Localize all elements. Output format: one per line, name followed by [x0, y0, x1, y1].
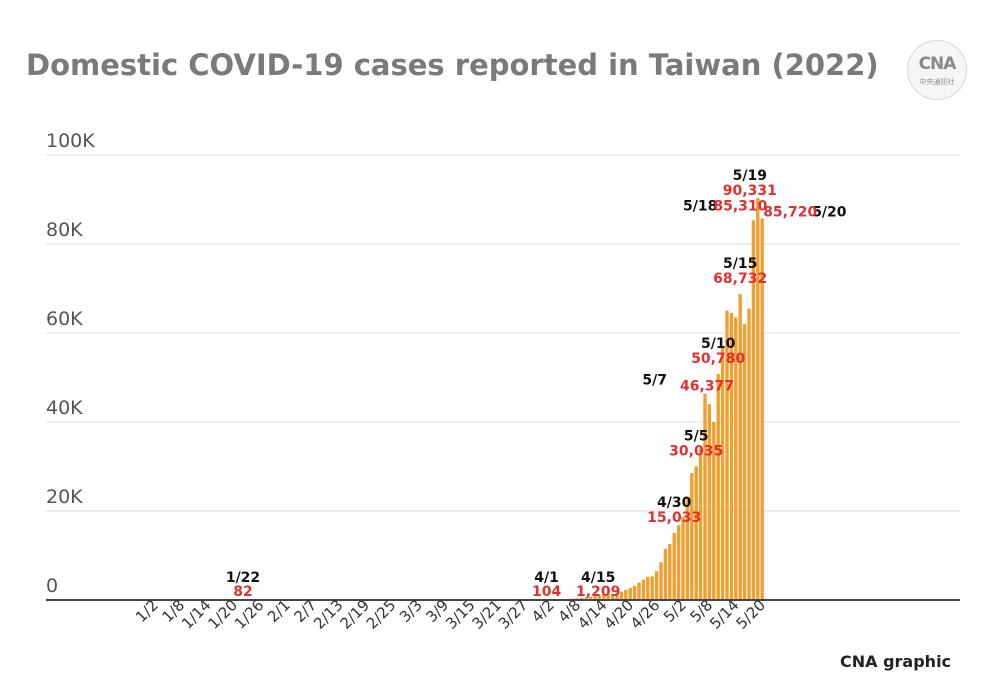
bar [694, 466, 698, 600]
bar [650, 576, 654, 600]
bar [654, 571, 659, 600]
bar [615, 592, 619, 600]
x-tick-label: 1/26 [231, 596, 268, 633]
chart-title: Domestic COVID-19 cases reported in Taiw… [26, 48, 879, 82]
bar [760, 218, 764, 600]
bar [729, 312, 734, 600]
bar [641, 579, 646, 600]
y-tick-label: 60K [46, 308, 83, 330]
bar [685, 497, 690, 600]
bar [606, 594, 610, 600]
annotation-date-5-20: 5/20 [812, 205, 847, 221]
bar [588, 596, 593, 600]
bar [593, 596, 597, 600]
logo-subtext: 中央通訊社 [919, 78, 955, 86]
annotation-value-5-19: 90,331 [723, 183, 777, 199]
annotation-value-5-7: 46,377 [680, 379, 734, 395]
bar [659, 562, 663, 600]
annotation-date-4-30: 4/30 [657, 495, 692, 511]
bar [632, 585, 637, 600]
bar [637, 582, 641, 600]
x-tick-label: 4/26 [627, 596, 664, 633]
x-tick-label: 5/20 [732, 596, 769, 633]
annotation-value-5-10: 50,780 [691, 351, 745, 367]
bar [716, 374, 720, 600]
annotation-value-5-5: 30,035 [669, 443, 723, 459]
y-axis-tick-labels: 0 20K 40K 60K 80K 100K [46, 130, 95, 597]
y-tick-label: 80K [46, 219, 83, 241]
bar [624, 589, 628, 600]
annotation-date-4-15: 4/15 [581, 570, 615, 586]
bar-series [241, 198, 764, 601]
credit-label: CNA graphic [840, 652, 952, 671]
y-tick-label: 0 [46, 575, 58, 597]
bar [580, 597, 584, 600]
bar [681, 516, 685, 600]
annotation-date-1-22: 1/22 [226, 570, 260, 586]
annotation-date-5-7: 5/7 [642, 373, 667, 389]
annotation-date-4-1: 4/1 [534, 570, 559, 586]
bar [676, 525, 681, 600]
bar [690, 473, 694, 600]
bar [747, 308, 751, 600]
bar [584, 597, 588, 600]
x-tick-label: 2/25 [363, 596, 400, 633]
bar [712, 422, 716, 600]
bar [646, 576, 650, 600]
y-tick-label: 40K [46, 397, 83, 419]
bar [668, 543, 672, 600]
y-tick-label: 100K [46, 130, 95, 152]
bar [597, 595, 602, 600]
x-tick-label: 3/27 [495, 596, 532, 633]
bar [703, 393, 707, 600]
bar [756, 198, 760, 601]
bar [619, 591, 624, 600]
bar [698, 448, 703, 600]
annotation-date-5-10: 5/10 [701, 336, 736, 352]
bar [628, 587, 632, 600]
annotation-value-4-1: 104 [532, 584, 561, 600]
annotation-date-5-19: 5/19 [733, 168, 767, 184]
x-axis-tick-labels: 1/21/81/141/201/262/12/72/132/192/253/33… [132, 596, 769, 633]
bar [720, 346, 725, 600]
annotation-value-4-30: 15,033 [647, 510, 701, 526]
annotation-date-5-15: 5/15 [723, 256, 757, 272]
annotation-value-4-15: 1,209 [576, 584, 620, 600]
bar [751, 220, 756, 601]
bar [738, 294, 742, 600]
bar [742, 324, 747, 600]
cna-logo: CNA 中央通訊社 [907, 40, 967, 100]
annotation-value-1-22: 82 [233, 584, 252, 600]
bar [610, 593, 615, 600]
gridlines [46, 154, 960, 512]
bar [734, 317, 738, 600]
bar [672, 533, 676, 600]
annotation-value-5-20: 85,720 [763, 205, 817, 221]
bar [707, 404, 712, 600]
bar [602, 595, 606, 600]
y-tick-label: 20K [46, 486, 83, 508]
annotation-value-5-18: 85,310 [713, 198, 767, 214]
annotation-date-5-18: 5/18 [683, 198, 717, 214]
bar [725, 310, 729, 600]
bar [663, 548, 668, 600]
logo-text: CNA [918, 54, 957, 74]
annotation-date-5-5: 5/5 [684, 428, 709, 444]
annotation-value-5-15: 68,732 [713, 271, 767, 287]
